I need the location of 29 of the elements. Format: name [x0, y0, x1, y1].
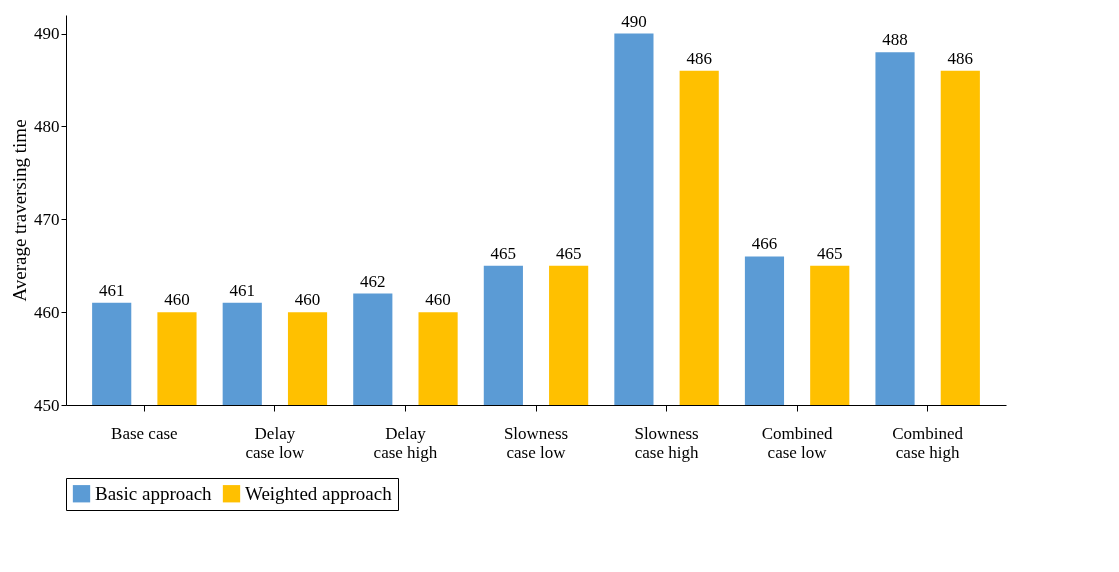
- y-axis-title: Average traversing time: [9, 119, 30, 302]
- data-label: 461: [98, 280, 125, 300]
- data-label: 461: [229, 280, 255, 300]
- data-label: 465: [555, 243, 582, 263]
- data-label: 466: [751, 234, 778, 254]
- x-tick-label: Slowness case low: [503, 423, 569, 462]
- data-label: 460: [425, 290, 451, 310]
- legend-label: Weighted approach: [245, 482, 393, 504]
- y-tick-label: 450: [34, 395, 60, 415]
- y-tick-label: 490: [34, 24, 60, 44]
- x-tick-label: Base case: [111, 423, 178, 443]
- data-label: 462: [360, 271, 386, 291]
- y-tick-label: 480: [34, 116, 60, 136]
- data-label: 465: [817, 243, 843, 263]
- data-label: 490: [621, 11, 647, 31]
- data-label: 488: [882, 30, 908, 50]
- data-label: 460: [164, 290, 190, 310]
- legend-label: Basic approach: [95, 482, 213, 504]
- x-tick-label: Slowness case high: [634, 423, 699, 462]
- data-label: 486: [947, 48, 974, 68]
- x-tick-label: Delay case low: [245, 423, 306, 462]
- x-tick-label: Combined case low: [761, 423, 834, 462]
- data-label: 486: [686, 48, 712, 68]
- x-tick-label: Combined case high: [892, 423, 964, 462]
- x-tick-label: Delay case high: [373, 423, 438, 462]
- data-label: 465: [490, 243, 517, 263]
- y-tick-label: 460: [34, 302, 60, 322]
- data-label: 460: [294, 290, 321, 310]
- y-tick-label: 470: [34, 209, 60, 229]
